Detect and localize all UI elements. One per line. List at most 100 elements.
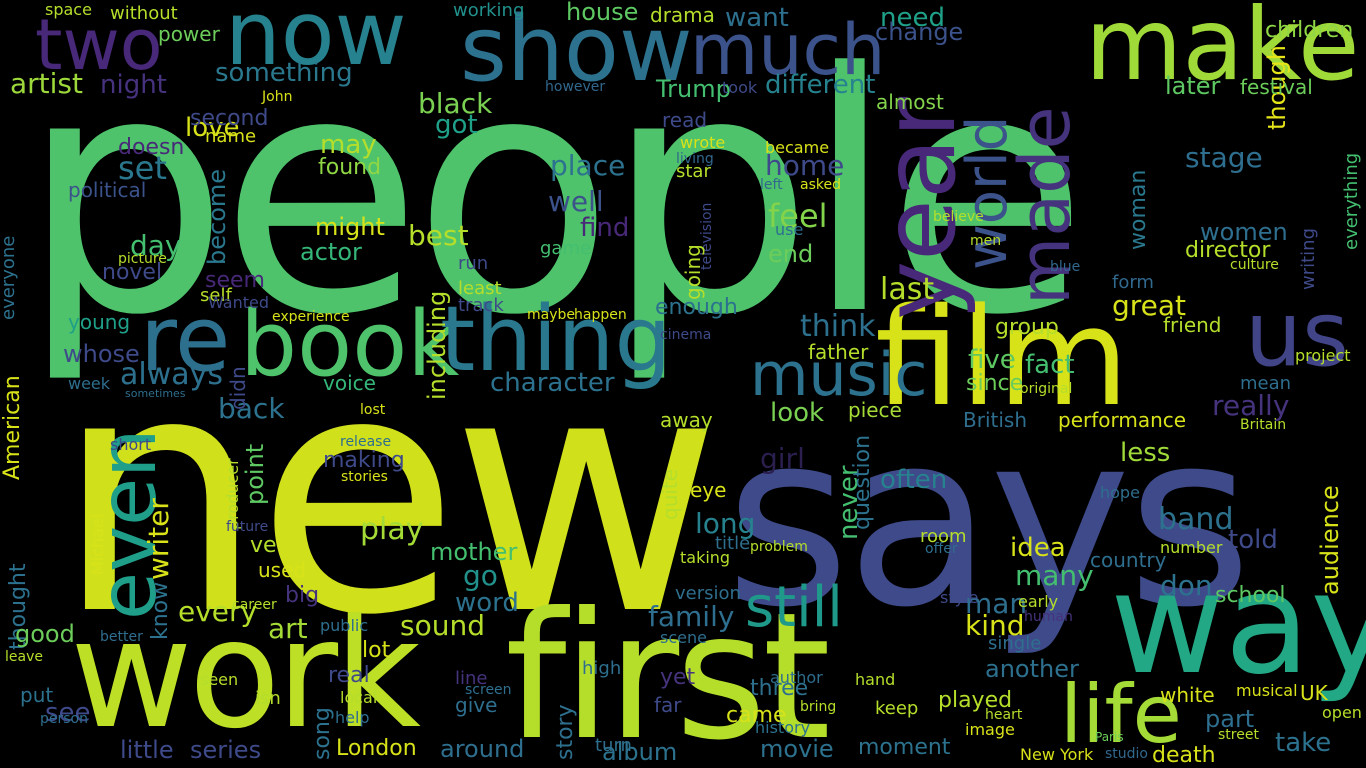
word-London: London: [336, 736, 417, 761]
word-star: star: [676, 161, 711, 182]
word-often: often: [880, 465, 948, 495]
word-something: something: [215, 58, 353, 88]
word-music: music: [750, 340, 928, 410]
word-street: street: [1218, 727, 1259, 743]
word-family: family: [648, 600, 735, 633]
word-run: run: [458, 253, 489, 274]
word-work: work: [70, 588, 421, 762]
word-question: question: [850, 434, 875, 530]
word-including: including: [423, 290, 451, 400]
word-everyone: everyone: [0, 235, 19, 320]
word-don: don: [1160, 569, 1213, 602]
word-scene: scene: [660, 628, 707, 647]
word-blue: blue: [1050, 259, 1081, 275]
word-women: women: [1200, 218, 1288, 246]
word-first: first: [505, 576, 831, 768]
word-girl: girl: [760, 442, 805, 475]
word-show: show: [460, 0, 693, 102]
word-wrote: wrote: [680, 133, 726, 152]
word-book: book: [240, 292, 460, 397]
word-hope: hope: [1100, 483, 1140, 502]
word-now: now: [225, 0, 407, 85]
word-different: different: [765, 70, 876, 100]
word-left: left: [760, 177, 783, 193]
word-taking: taking: [680, 548, 731, 567]
word-eye: eye: [690, 478, 727, 502]
word-may: may: [320, 130, 377, 160]
word-took: took: [722, 78, 758, 97]
word-however: however: [545, 79, 606, 95]
word-least: least: [458, 278, 502, 299]
word-death: death: [1152, 743, 1216, 768]
word-less: less: [1120, 438, 1171, 468]
word-style: style: [940, 588, 979, 607]
word-power: power: [158, 22, 220, 46]
word-might: might: [315, 213, 385, 241]
word-song: song: [310, 707, 335, 760]
word-long: long: [695, 507, 756, 540]
word-didn: didn: [226, 366, 250, 410]
word-UK: UK: [1300, 681, 1328, 705]
word-still: still: [745, 575, 843, 640]
word-game: game: [540, 238, 592, 259]
word-house: house: [566, 0, 639, 26]
word-stage: stage: [1185, 141, 1263, 174]
word-seen: seen: [200, 670, 239, 689]
word-thing: thing: [440, 287, 672, 392]
word-re: re: [140, 287, 231, 392]
word-room: room: [920, 526, 967, 547]
word-culture: culture: [1230, 257, 1279, 273]
word-enough: enough: [655, 295, 738, 320]
word-made: made: [1004, 106, 1086, 305]
word-everything: everything: [1341, 152, 1362, 250]
word-Michael: Michael: [88, 513, 107, 575]
word-public: public: [320, 616, 369, 635]
word-artist: artist: [10, 67, 83, 100]
word-film: film: [875, 279, 1130, 436]
word-around: around: [440, 735, 525, 763]
word-whose: whose: [63, 340, 140, 368]
word-release: release: [340, 434, 392, 450]
word-future: future: [226, 519, 269, 535]
word-British: British: [963, 408, 1027, 432]
word-bring: bring: [800, 699, 837, 715]
word-father: father: [808, 340, 869, 364]
word-art: art: [268, 612, 308, 645]
word-living: living: [676, 151, 714, 167]
word-Wanted: Wanted: [208, 293, 270, 312]
word-look: look: [770, 398, 825, 428]
word-problem: problem: [750, 539, 808, 555]
word-really: really: [1212, 389, 1290, 422]
word-hand: hand: [855, 670, 896, 689]
word-school: school: [1215, 583, 1286, 608]
word-career: career: [232, 597, 277, 613]
word-single: single: [988, 633, 1042, 654]
word-far: far: [654, 693, 682, 717]
word-night: night: [100, 70, 167, 100]
word-high: high: [582, 658, 622, 679]
word-back: back: [218, 392, 285, 425]
word-asked: asked: [800, 177, 841, 193]
word-used: used: [258, 558, 307, 582]
word-white: white: [1160, 683, 1215, 707]
word-read: read: [662, 108, 708, 132]
word-put: put: [20, 683, 54, 707]
word-ve: ve: [250, 533, 277, 558]
word-idea: idea: [1010, 533, 1066, 563]
word-line: line: [455, 668, 488, 689]
word-sometimes: sometimes: [125, 387, 186, 400]
word-image: image: [965, 720, 1015, 739]
word-lot: lot: [362, 638, 391, 663]
word-every: every: [178, 595, 258, 628]
word-better: better: [100, 629, 143, 645]
word-happen: happen: [574, 307, 627, 323]
word-take: take: [1275, 728, 1332, 758]
word-think: think: [800, 309, 876, 344]
word-working: working: [453, 0, 525, 21]
word-turn: turn: [595, 735, 632, 756]
word-form: form: [1112, 272, 1154, 293]
word-mother: mother: [430, 538, 518, 566]
word-two: two: [35, 4, 163, 86]
word-quite: quite: [658, 468, 682, 520]
word-woman: woman: [1126, 169, 1151, 250]
